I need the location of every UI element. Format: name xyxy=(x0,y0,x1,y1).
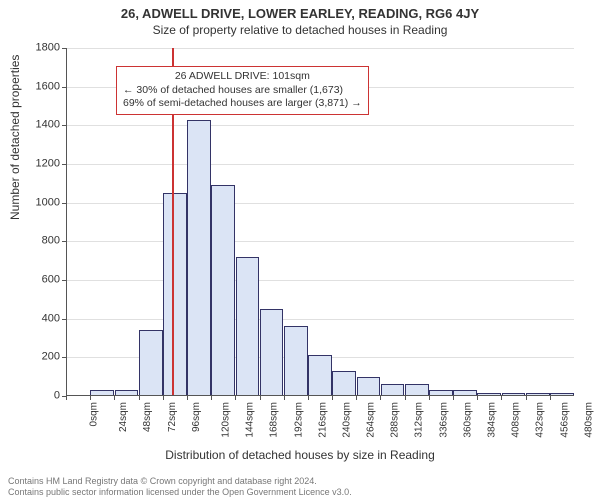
chart-title-sub: Size of property relative to detached ho… xyxy=(0,21,600,41)
xtick-mark xyxy=(308,396,309,400)
grid-line xyxy=(66,203,574,204)
xtick-mark xyxy=(526,396,527,400)
ytick-label: 800 xyxy=(10,236,60,247)
xtick-mark xyxy=(453,396,454,400)
histogram-bar xyxy=(357,377,381,396)
footer-line1: Contains HM Land Registry data © Crown c… xyxy=(8,476,352,487)
xtick-label: 336sqm xyxy=(438,402,449,438)
grid-line xyxy=(66,280,574,281)
ytick-label: 400 xyxy=(10,313,60,324)
histogram-bar xyxy=(211,185,235,396)
y-axis-title: Number of detached properties xyxy=(8,55,22,220)
xtick-mark xyxy=(477,396,478,400)
xtick-label: 408sqm xyxy=(511,402,522,438)
xtick-label: 288sqm xyxy=(390,402,401,438)
xtick-label: 192sqm xyxy=(293,402,304,438)
histogram-bar xyxy=(260,309,284,396)
xtick-label: 240sqm xyxy=(341,402,352,438)
xtick-label: 456sqm xyxy=(559,402,570,438)
ytick-label: 200 xyxy=(10,352,60,363)
xtick-mark xyxy=(90,396,91,400)
xtick-label: 96sqm xyxy=(191,402,202,432)
xtick-label: 168sqm xyxy=(269,402,280,438)
histogram-bar xyxy=(187,120,211,396)
annotation-line3: 69% of semi-detached houses are larger (… xyxy=(123,97,362,111)
xtick-label: 384sqm xyxy=(487,402,498,438)
grid-line xyxy=(66,319,574,320)
ytick-label: 0 xyxy=(10,391,60,402)
xtick-mark xyxy=(114,396,115,400)
xtick-mark xyxy=(501,396,502,400)
xtick-mark xyxy=(260,396,261,400)
y-axis-line xyxy=(66,48,67,396)
chart-title-main: 26, ADWELL DRIVE, LOWER EARLEY, READING,… xyxy=(0,0,600,21)
xtick-label: 24sqm xyxy=(118,402,129,432)
xtick-label: 480sqm xyxy=(583,402,594,438)
xtick-label: 264sqm xyxy=(366,402,377,438)
ytick-label: 1000 xyxy=(10,197,60,208)
xtick-mark xyxy=(139,396,140,400)
xtick-mark xyxy=(429,396,430,400)
histogram-bar xyxy=(139,330,163,396)
xtick-mark xyxy=(66,396,67,400)
histogram-bar xyxy=(308,355,332,396)
ytick-label: 1400 xyxy=(10,120,60,131)
xtick-mark xyxy=(550,396,551,400)
xtick-mark xyxy=(211,396,212,400)
grid-line xyxy=(66,164,574,165)
xtick-mark xyxy=(332,396,333,400)
grid-line xyxy=(66,48,574,49)
ytick-label: 1600 xyxy=(10,81,60,92)
x-axis-title: Distribution of detached houses by size … xyxy=(0,448,600,462)
grid-line xyxy=(66,241,574,242)
xtick-mark xyxy=(163,396,164,400)
xtick-label: 144sqm xyxy=(245,402,256,438)
footer-attribution: Contains HM Land Registry data © Crown c… xyxy=(8,476,352,498)
ytick-label: 600 xyxy=(10,275,60,286)
plot-area: 0sqm24sqm48sqm72sqm96sqm120sqm144sqm168s… xyxy=(66,48,574,396)
histogram-bar xyxy=(236,257,260,396)
x-axis-line xyxy=(66,395,574,396)
xtick-label: 48sqm xyxy=(142,402,153,432)
xtick-label: 360sqm xyxy=(462,402,473,438)
xtick-mark xyxy=(405,396,406,400)
xtick-label: 120sqm xyxy=(221,402,232,438)
ytick-label: 1200 xyxy=(10,159,60,170)
xtick-mark xyxy=(380,396,381,400)
xtick-label: 0sqm xyxy=(88,402,99,426)
xtick-mark xyxy=(284,396,285,400)
grid-line xyxy=(66,125,574,126)
xtick-label: 216sqm xyxy=(317,402,328,438)
histogram-bar xyxy=(163,193,187,396)
footer-line2: Contains public sector information licen… xyxy=(8,487,352,498)
xtick-mark xyxy=(356,396,357,400)
xtick-label: 312sqm xyxy=(414,402,425,438)
ytick-label: 1800 xyxy=(10,43,60,54)
xtick-label: 72sqm xyxy=(167,402,178,432)
annotation-line2: ← 30% of detached houses are smaller (1,… xyxy=(123,84,362,98)
histogram-bar xyxy=(284,326,308,396)
xtick-label: 432sqm xyxy=(535,402,546,438)
xtick-mark xyxy=(187,396,188,400)
histogram-bar xyxy=(332,371,356,396)
annotation-line1: 26 ADWELL DRIVE: 101sqm xyxy=(123,70,362,84)
annotation-box: 26 ADWELL DRIVE: 101sqm← 30% of detached… xyxy=(116,66,369,115)
xtick-mark xyxy=(235,396,236,400)
